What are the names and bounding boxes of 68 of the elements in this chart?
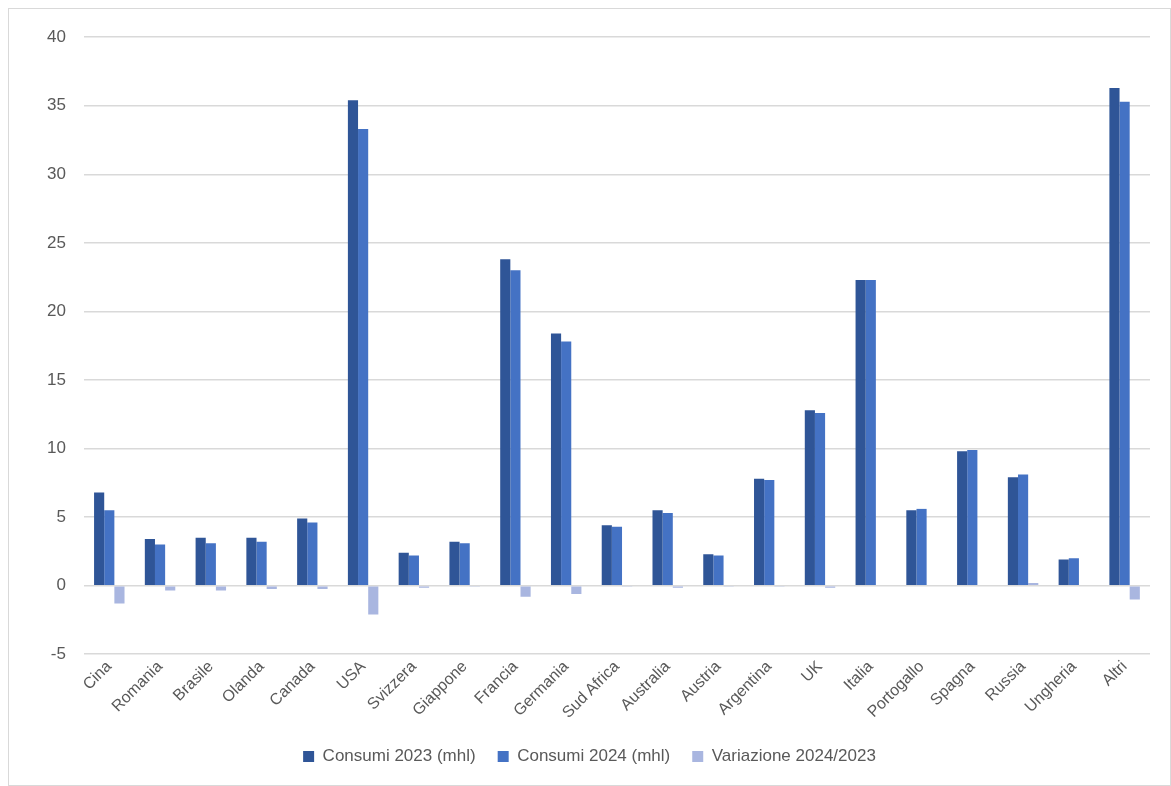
y-tick-label: 10 xyxy=(46,438,66,458)
bar xyxy=(408,555,419,585)
bar xyxy=(703,554,714,585)
y-tick-label: 30 xyxy=(46,164,66,184)
bar xyxy=(1068,558,1079,585)
x-tick-label: USA xyxy=(333,657,369,693)
bar xyxy=(104,510,115,585)
y-tick-label: 15 xyxy=(46,369,66,389)
bar xyxy=(804,410,815,585)
bar xyxy=(266,586,277,590)
x-tick-label: Altri xyxy=(1098,657,1130,689)
bar xyxy=(398,552,409,585)
bar xyxy=(865,279,876,585)
bar xyxy=(652,510,663,585)
bar xyxy=(459,543,470,585)
bar xyxy=(1058,559,1069,585)
bar xyxy=(358,129,369,585)
bar xyxy=(94,492,105,585)
bar xyxy=(662,513,673,585)
bar xyxy=(246,537,257,585)
bar xyxy=(1007,477,1019,585)
bar xyxy=(317,586,328,590)
bar xyxy=(754,478,765,585)
bar xyxy=(967,449,978,585)
y-tick-label: 5 xyxy=(56,506,66,526)
x-tick-label: UK xyxy=(797,657,826,685)
y-tick-label: 40 xyxy=(46,26,66,46)
bar xyxy=(1119,101,1130,585)
legend-label: Consumi 2024 (mhl) xyxy=(517,746,671,766)
bar xyxy=(297,518,308,585)
y-tick-label: 25 xyxy=(46,232,66,252)
bar xyxy=(114,586,125,604)
bar xyxy=(1129,586,1140,600)
y-tick-label: 35 xyxy=(46,95,66,115)
bar xyxy=(814,412,826,585)
bar xyxy=(957,451,968,585)
y-tick-label: 20 xyxy=(46,301,66,321)
bar xyxy=(144,539,155,585)
bar xyxy=(256,541,267,585)
bar xyxy=(916,508,927,585)
y-tick-label: -5 xyxy=(50,643,66,663)
bar xyxy=(368,586,379,615)
bar xyxy=(764,480,775,585)
bar xyxy=(205,543,216,585)
x-tick-label: Cina xyxy=(79,657,115,693)
bar xyxy=(347,100,359,585)
bar xyxy=(1018,474,1029,585)
bar xyxy=(601,525,612,585)
bar xyxy=(449,541,460,585)
bar xyxy=(307,522,318,585)
bar xyxy=(855,279,866,585)
bar xyxy=(611,526,623,585)
bar xyxy=(500,259,511,585)
bar xyxy=(550,333,562,585)
bar xyxy=(571,586,582,594)
y-tick-label: 0 xyxy=(56,575,66,595)
bar xyxy=(906,510,917,585)
bar xyxy=(154,544,166,585)
legend-label: Variazione 2024/2023 xyxy=(711,746,876,766)
bar xyxy=(195,537,206,585)
bar xyxy=(520,586,531,597)
bar xyxy=(561,341,572,585)
bar xyxy=(713,555,724,585)
bar xyxy=(165,586,176,591)
bar xyxy=(215,586,227,591)
legend-label: Consumi 2023 (mhl) xyxy=(322,746,476,766)
bar xyxy=(1109,87,1120,585)
bar xyxy=(510,270,521,585)
